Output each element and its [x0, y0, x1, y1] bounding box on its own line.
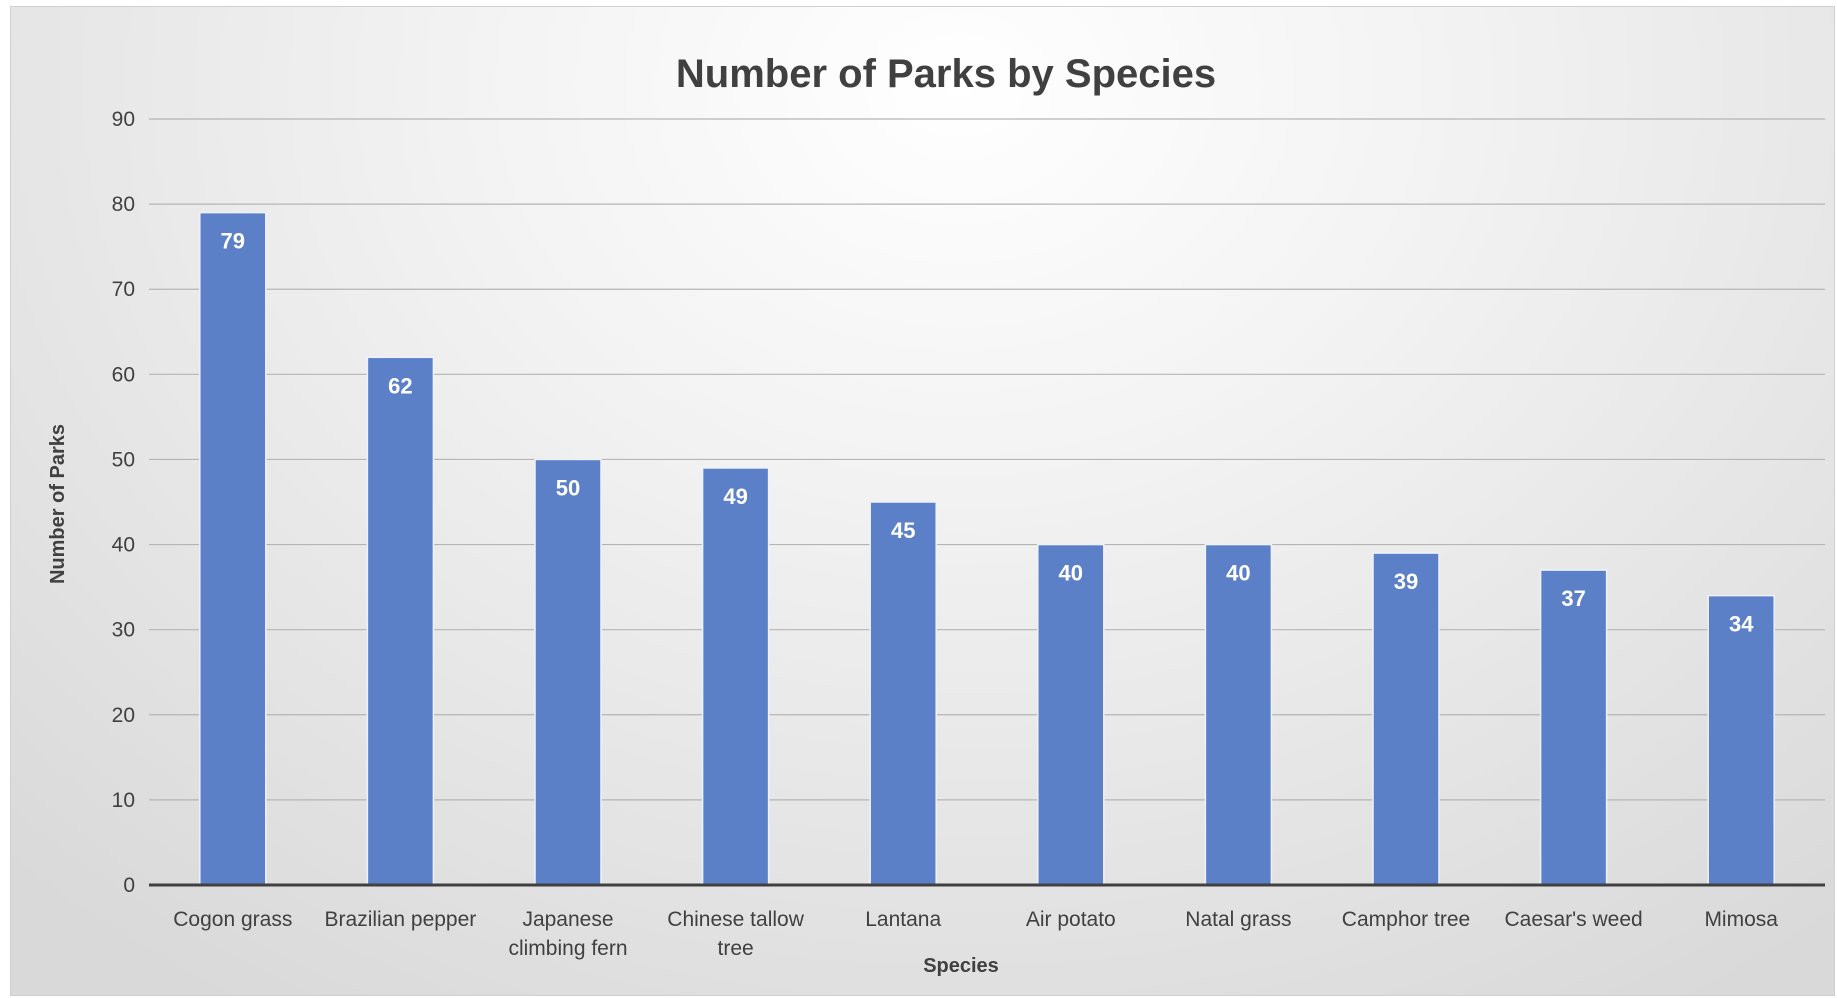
x-axis-title: Species	[923, 955, 999, 977]
category-label: Chinese tallow tree	[667, 908, 804, 960]
data-label: 39	[1394, 569, 1418, 594]
chart-title: Number of Parks by Species	[676, 52, 1216, 96]
y-tick-label: 70	[112, 278, 135, 301]
bar	[534, 458, 602, 886]
y-tick-label: 20	[112, 704, 135, 727]
y-axis-ticks: 0 10 20 30 40 50 60 70 80 90	[112, 108, 135, 897]
data-label: 34	[1729, 612, 1754, 637]
data-label: 62	[388, 373, 412, 398]
bar	[1037, 543, 1105, 886]
y-tick-label: 50	[112, 448, 135, 471]
y-tick-label: 0	[123, 874, 135, 897]
data-label: 37	[1561, 586, 1585, 611]
category-label: Lantana	[865, 908, 941, 931]
data-label: 45	[891, 518, 915, 543]
data-label: 50	[556, 475, 580, 500]
x-axis-categories: Cogon grass Brazilian pepper Japanese climb…	[173, 908, 1778, 960]
bar	[199, 211, 267, 886]
y-tick-label: 10	[112, 789, 135, 812]
data-label: 49	[723, 484, 747, 509]
y-tick-label: 80	[112, 193, 135, 216]
category-label: Japanese climbing fern	[508, 908, 627, 960]
data-label: 40	[1226, 561, 1250, 586]
category-label: Natal grass	[1185, 908, 1291, 931]
bar	[1204, 543, 1273, 886]
category-label: Air potato	[1026, 908, 1116, 931]
category-label: Caesar's weed	[1504, 908, 1642, 931]
y-tick-label: 40	[112, 534, 135, 557]
data-label: 40	[1059, 561, 1083, 586]
bar	[1539, 569, 1608, 886]
y-tick-label: 30	[112, 619, 135, 642]
y-tick-label: 60	[112, 363, 135, 386]
bar	[1372, 552, 1440, 886]
category-label: Camphor tree	[1342, 908, 1470, 931]
y-tick-label: 90	[112, 108, 135, 131]
data-label: 79	[221, 229, 245, 254]
bar-chart: Number of Parks by Species 0 10 20 30 40 50 60…	[47, 52, 1825, 977]
bar	[366, 356, 435, 886]
chart-area: Number of Parks by Species 0 10 20 30 40 50 60…	[10, 6, 1835, 996]
data-labels: 79 62 50 49 45 40 40 39 37 34	[221, 229, 1755, 637]
category-label: Cogon grass	[173, 908, 292, 931]
bars	[199, 211, 1775, 886]
bar	[1707, 594, 1775, 886]
bar	[701, 467, 770, 886]
bar	[869, 501, 937, 886]
category-label: Brazilian pepper	[325, 908, 477, 931]
y-axis-title: Number of Parks	[47, 424, 69, 584]
category-label: Mimosa	[1704, 908, 1778, 931]
